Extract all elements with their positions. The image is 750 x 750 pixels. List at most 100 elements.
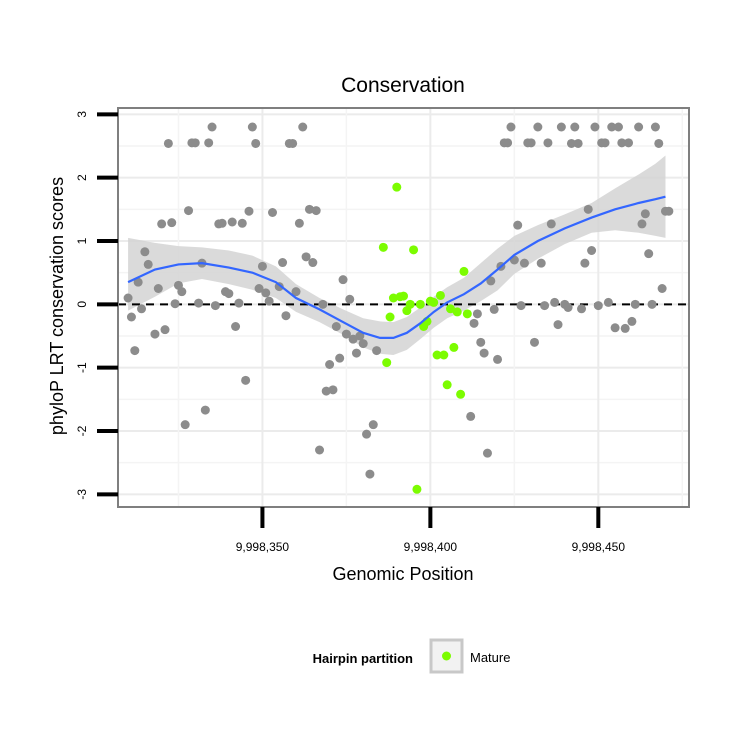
other-point: [630, 299, 640, 309]
y-tick-label: 1: [75, 237, 89, 244]
other-point: [519, 258, 529, 268]
other-point: [489, 304, 499, 314]
y-axis: -3 -2 -1 0 1 2 3: [75, 111, 118, 500]
x-axis: 9,998,350 9,998,400 9,998,450: [236, 507, 626, 554]
other-point: [160, 325, 170, 335]
other-point: [167, 218, 177, 228]
other-point: [321, 386, 331, 396]
other-point: [251, 138, 261, 148]
mature-point: [382, 358, 392, 368]
other-point: [315, 445, 325, 455]
legend: Hairpin partition Mature: [313, 638, 510, 674]
other-point: [130, 346, 140, 356]
other-point: [217, 218, 227, 228]
other-point: [590, 122, 600, 132]
mature-point: [432, 350, 442, 360]
other-point: [372, 346, 382, 356]
other-point: [472, 309, 482, 319]
other-point: [325, 360, 335, 369]
other-point: [657, 284, 667, 293]
other-point: [365, 469, 375, 479]
other-point: [304, 204, 314, 214]
other-point: [650, 122, 660, 132]
other-point: [603, 297, 613, 307]
other-point: [607, 122, 617, 132]
other-point: [566, 138, 576, 148]
other-point: [654, 138, 664, 148]
other-point: [634, 122, 644, 132]
other-point: [546, 219, 556, 229]
other-point: [536, 258, 546, 268]
x-tick-label: 9,998,350: [236, 540, 290, 554]
other-point: [180, 420, 190, 430]
other-point: [637, 219, 647, 229]
other-point: [184, 206, 194, 216]
other-point: [577, 304, 587, 314]
other-point: [133, 277, 143, 287]
other-point: [247, 122, 257, 132]
other-point: [540, 301, 550, 311]
other-point: [583, 204, 593, 214]
other-point: [338, 275, 348, 285]
other-point: [640, 209, 650, 219]
other-point: [503, 138, 513, 148]
other-point: [476, 337, 486, 347]
legend-label-mature: Mature: [470, 650, 510, 665]
other-point: [466, 411, 476, 421]
other-point: [150, 329, 160, 339]
other-point: [664, 206, 674, 216]
x-tick-label: 9,998,450: [572, 540, 626, 554]
other-point: [254, 284, 264, 293]
other-point: [553, 320, 563, 330]
other-point: [479, 348, 489, 358]
y-tick-label: -3: [75, 489, 89, 500]
other-point: [513, 220, 523, 230]
other-point: [126, 312, 136, 322]
legend-title: Hairpin partition: [313, 651, 413, 666]
mature-point: [442, 380, 452, 390]
mature-point: [388, 293, 398, 303]
mature-point: [462, 309, 472, 319]
other-point: [358, 339, 368, 349]
other-point: [348, 334, 358, 344]
other-point: [123, 293, 133, 303]
plot-frame: [117, 107, 690, 508]
other-point: [308, 258, 318, 268]
smooth-trend-line: [127, 195, 666, 339]
other-point: [368, 420, 378, 430]
other-point: [318, 299, 328, 309]
other-point: [331, 322, 341, 331]
legend-mature-marker: [442, 651, 451, 661]
other-point: [486, 276, 496, 286]
mature-point: [385, 312, 395, 322]
x-axis-title: Genomic Position: [332, 564, 473, 584]
other-point: [345, 294, 355, 304]
other-point: [610, 323, 620, 333]
other-point: [647, 299, 657, 309]
other-point: [529, 337, 539, 347]
mature-point: [429, 297, 439, 307]
other-point: [291, 287, 301, 297]
other-point: [288, 138, 298, 148]
other-point: [580, 258, 590, 268]
y-tick-label: 3: [75, 111, 89, 118]
mature-point: [378, 242, 388, 252]
other-point: [617, 138, 627, 148]
mature-point: [412, 484, 422, 494]
other-point: [207, 122, 217, 132]
mature-point: [392, 182, 402, 192]
mature-point: [439, 350, 449, 360]
other-point: [241, 375, 251, 385]
plot-background: [118, 108, 689, 507]
other-point: [620, 323, 630, 333]
other-point: [328, 385, 338, 395]
chart-title: Conservation: [341, 74, 465, 97]
other-point: [624, 138, 634, 148]
x-tick-label: 9,998,400: [404, 540, 458, 554]
other-point: [281, 311, 291, 321]
other-point: [177, 287, 187, 297]
other-point: [351, 348, 361, 358]
other-point: [355, 331, 365, 341]
other-point: [234, 298, 244, 308]
other-point: [644, 249, 654, 259]
